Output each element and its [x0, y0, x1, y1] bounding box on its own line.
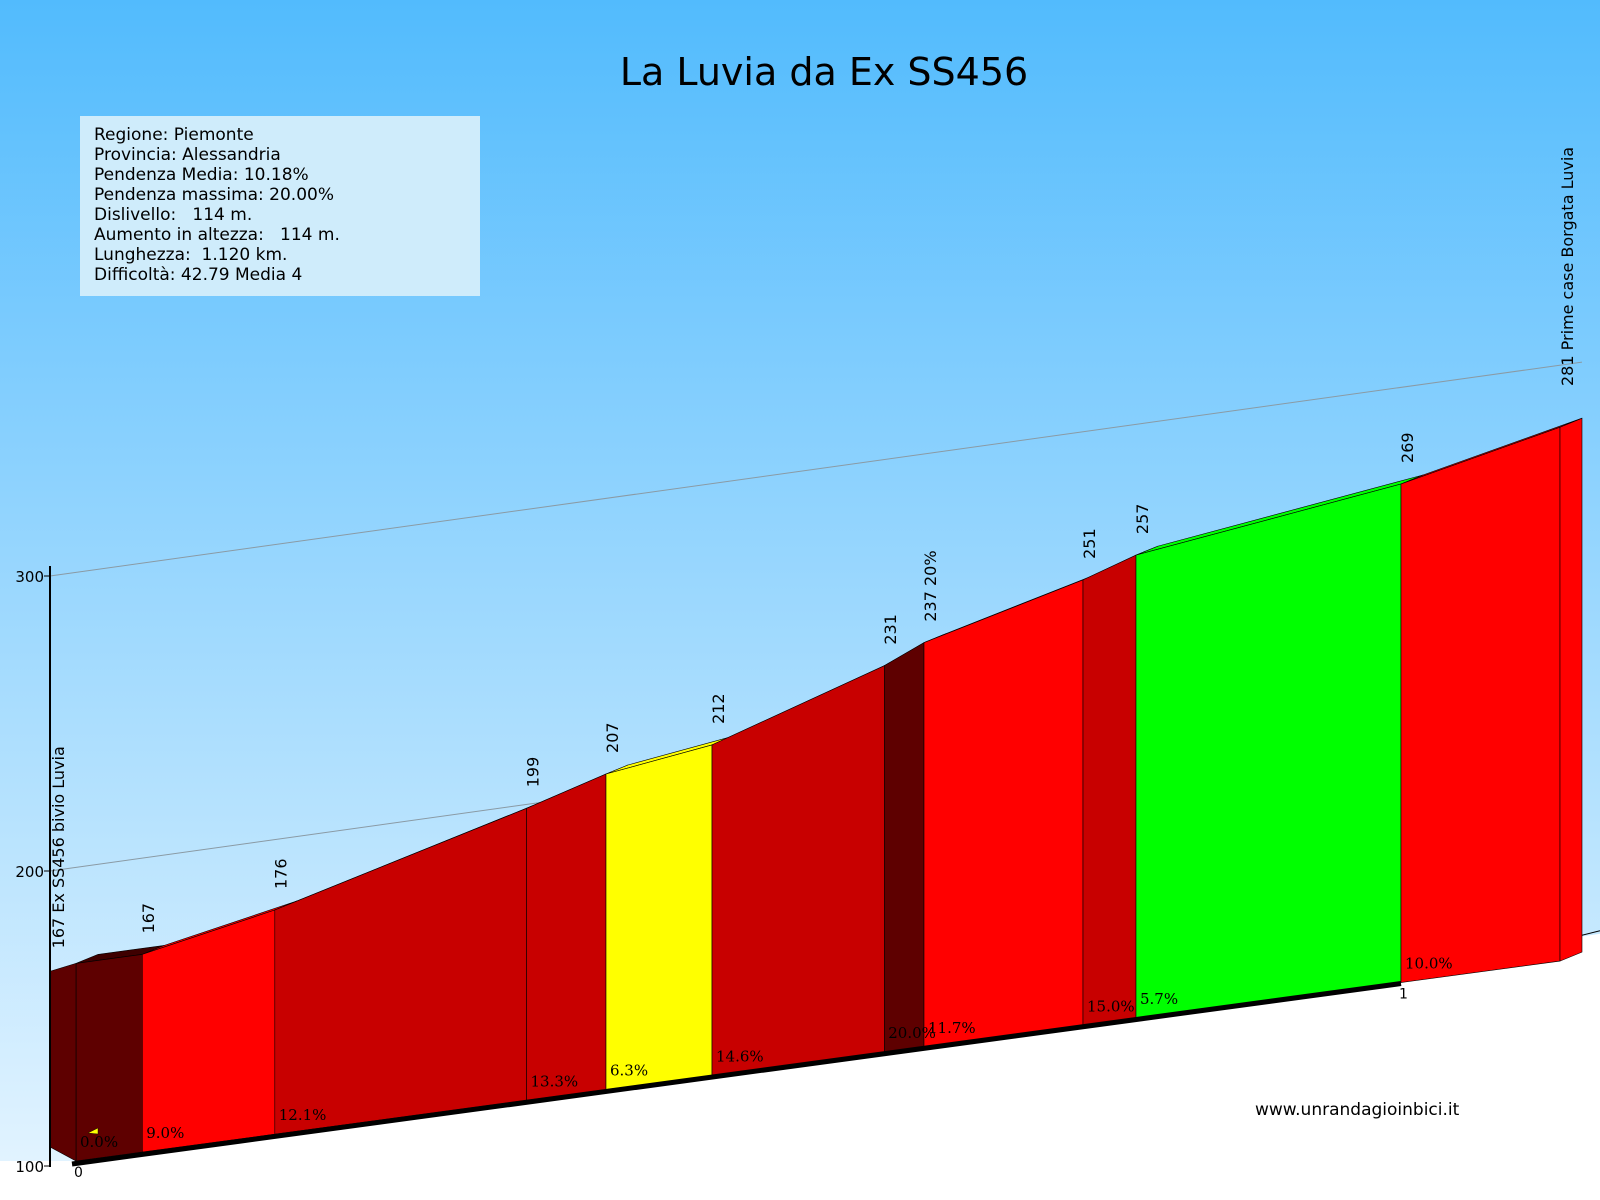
info-region: Regione: Piemonte	[94, 125, 254, 145]
segment-side-end	[1559, 417, 1583, 962]
gradient-label-9: 5.7%	[1140, 990, 1178, 1008]
segment-face-3	[526, 773, 607, 1101]
altitude-label-2: 199	[524, 757, 543, 788]
start-marker-icon	[87, 1127, 99, 1135]
segment-face-4	[605, 744, 713, 1090]
gradient-label-8: 15.0%	[1087, 997, 1135, 1015]
segment-face-8	[1082, 554, 1137, 1026]
chart-title: La Luvia da Ex SS456	[619, 50, 1029, 94]
gradient-label-2: 12.1%	[279, 1106, 327, 1124]
info-difficulty: Difficoltà: 42.79 Media 4	[94, 265, 303, 285]
info-elevation-diff: Dislivello: 114 m.	[94, 205, 253, 225]
segment-face-10	[1400, 426, 1561, 983]
gradient-label-0: 0.0%	[80, 1133, 118, 1151]
altitude-label-8: 257	[1133, 504, 1152, 535]
altitude-label-5: 231	[881, 614, 900, 645]
gradient-label-7: 11.7%	[928, 1019, 976, 1037]
grid-line-300	[49, 361, 1583, 577]
start-point-label: 167 Ex SS456 bivio Luvia	[49, 746, 68, 948]
gradient-label-1: 9.0%	[146, 1124, 184, 1142]
y-tick-label-100: 100	[15, 1158, 44, 1176]
y-tick-label-200: 200	[15, 863, 44, 881]
info-max-gradient: Pendenza massima: 20.00%	[94, 185, 334, 205]
info-province: Provincia: Alessandria	[94, 145, 281, 165]
segment-face-6	[883, 642, 925, 1053]
info-length: Lunghezza: 1.120 km.	[94, 245, 288, 265]
altitude-label-1: 176	[272, 858, 291, 889]
info-elevation-gain: Aumento in altezza: 114 m.	[94, 225, 340, 245]
segment-face-7	[923, 579, 1084, 1048]
gradient-label-5: 14.6%	[716, 1047, 764, 1065]
website-url: www.unrandagioinbici.it	[1255, 1100, 1460, 1120]
profile-base-line	[71, 981, 1402, 1167]
x-tick-label-1: 1	[1399, 987, 1408, 1003]
segment-side-start	[49, 962, 77, 1162]
altitude-label-0: 167	[139, 903, 158, 934]
end-point-label: 281 Prime case Borgata Luvia	[1558, 147, 1577, 386]
altitude-label-3: 207	[603, 722, 622, 753]
segment-face-9	[1135, 483, 1402, 1019]
info-avg-gradient: Pendenza Media: 10.18%	[94, 165, 309, 185]
info-box: Regione: Piemonte Provincia: Alessandria…	[80, 116, 480, 296]
altitude-label-9: 269	[1398, 432, 1417, 463]
gradient-label-3: 13.3%	[531, 1072, 579, 1090]
segment-face-0	[75, 954, 143, 1162]
x-tick-label-0: 0	[74, 1165, 83, 1181]
altitude-label-7: 251	[1080, 528, 1099, 559]
gradient-label-4: 6.3%	[610, 1062, 648, 1080]
gradient-label-10: 10.0%	[1405, 955, 1453, 973]
y-tick-label-300: 300	[15, 568, 44, 586]
altitude-label-6: 237 20%	[921, 550, 940, 621]
altitude-label-4: 212	[709, 693, 728, 724]
gradient-label-6: 20.0%	[888, 1024, 936, 1042]
